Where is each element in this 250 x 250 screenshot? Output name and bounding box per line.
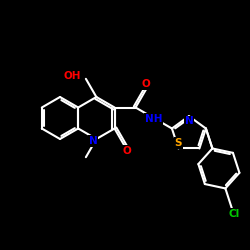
Text: OH: OH — [63, 71, 81, 81]
Text: O: O — [123, 146, 132, 156]
Text: O: O — [142, 79, 150, 89]
Text: N: N — [184, 116, 193, 126]
Text: S: S — [175, 138, 182, 148]
Text: NH: NH — [145, 114, 162, 124]
Text: Cl: Cl — [228, 209, 239, 219]
Text: N: N — [89, 136, 98, 146]
